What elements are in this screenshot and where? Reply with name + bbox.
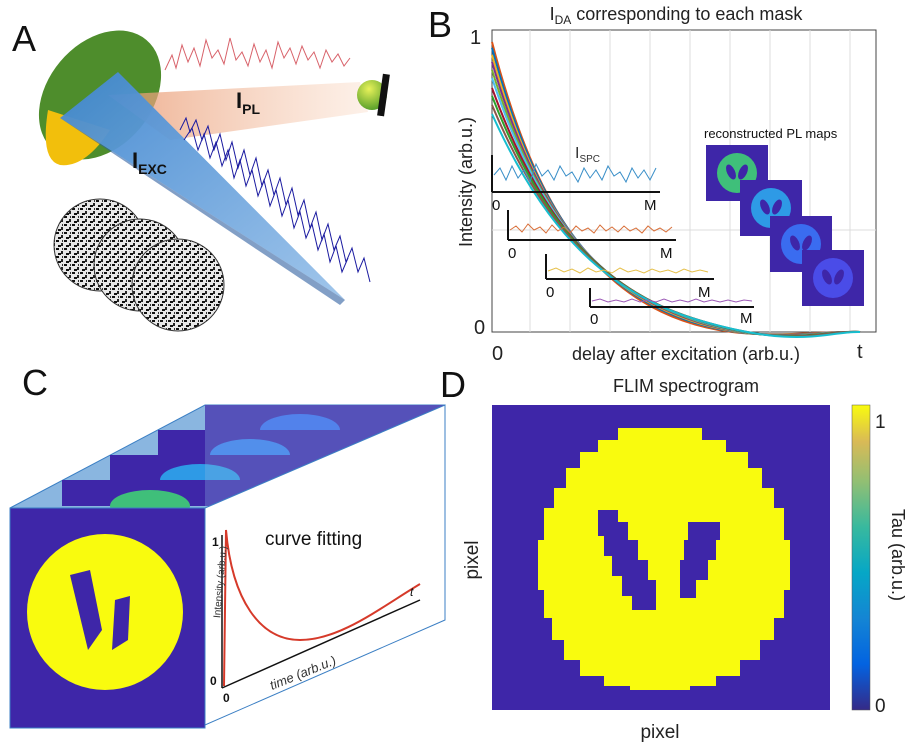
fit-ytick-top: 1	[212, 535, 219, 549]
chart-b-ytick-bottom: 0	[474, 317, 485, 339]
speckle-masks	[53, 198, 225, 332]
chart-b-xtick-right: t	[857, 341, 863, 363]
pl-map-1	[706, 145, 768, 201]
flim-title: FLIM spectrogram	[613, 376, 759, 396]
maps-label: reconstructed PL maps	[704, 126, 838, 141]
pl-beam	[108, 82, 368, 140]
colorbar-bottom: 0	[875, 696, 886, 717]
svg-text:M: M	[740, 310, 753, 327]
svg-text:M: M	[660, 245, 673, 262]
svg-text:0: 0	[546, 284, 554, 301]
panel-a-letter: A	[12, 18, 37, 59]
fit-xtick-zero: 0	[223, 691, 230, 705]
spc-inset-1: 0 M	[491, 155, 660, 214]
flim-holes	[598, 510, 720, 610]
chart-b-xtick-left: 0	[492, 343, 503, 365]
pl-signal	[164, 37, 351, 71]
svg-text:0: 0	[492, 197, 500, 214]
chart-b-ylabel: Intensity (arb.u.)	[456, 117, 476, 247]
fit-xtick-t: t	[410, 585, 414, 599]
pl-map-4	[802, 250, 864, 306]
fit-x-axis	[221, 599, 421, 689]
panel-d-letter: D	[440, 364, 466, 405]
fit-ytick-bottom: 0	[210, 674, 217, 688]
decay-curves	[491, 41, 861, 339]
detector-icon	[357, 73, 390, 117]
iexc-label: IEXC	[132, 148, 167, 177]
spc-inset-2: 0 M	[507, 210, 676, 262]
flim-disk	[538, 428, 790, 690]
ipl-label: IPL	[236, 88, 260, 117]
fit-panel	[204, 404, 446, 726]
spc-inset-3: 0 M	[545, 254, 714, 301]
chart-b-title: IDA corresponding to each mask	[550, 4, 804, 27]
flim-ylabel: pixel	[462, 540, 483, 579]
chart-b-ytick-top: 1	[470, 27, 481, 49]
svg-text:M: M	[644, 197, 657, 214]
fit-curve	[223, 529, 421, 687]
panel-b-letter: B	[428, 4, 453, 45]
colorbar	[851, 404, 871, 711]
spc-inset-4: 0 M	[589, 288, 754, 328]
chart-b-xlabel: delay after excitation (arb.u.)	[572, 344, 800, 364]
ispc-label: ISPC	[575, 145, 600, 165]
svg-text:0: 0	[508, 245, 516, 262]
svg-text:M: M	[698, 284, 711, 301]
flim-xlabel: pixel	[640, 722, 679, 743]
front-frame-image	[27, 534, 183, 690]
colorbar-label: Tau (arb.u.)	[888, 509, 905, 601]
svg-text:0: 0	[590, 311, 598, 328]
exc-beam	[60, 72, 345, 300]
panel-c-letter: C	[22, 362, 48, 403]
curve-fitting-label: curve fitting	[265, 529, 362, 550]
colorbar-top: 1	[875, 412, 886, 433]
